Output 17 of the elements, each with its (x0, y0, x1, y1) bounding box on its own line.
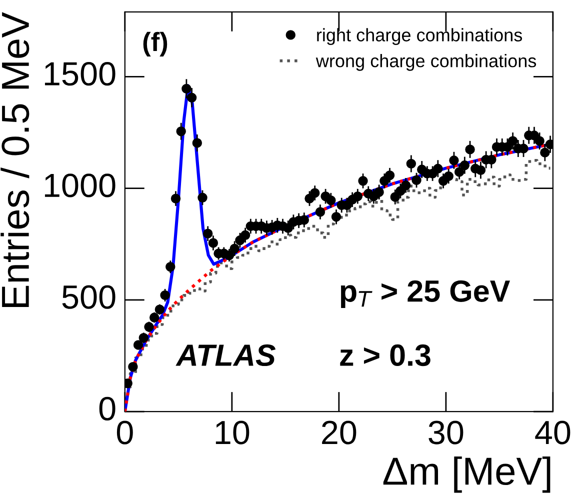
annotation: z > 0.3 (340, 344, 430, 366)
x-tick-label: 10 (216, 420, 250, 444)
x-axis-title: Δm [MeV] (383, 456, 550, 493)
legend-label: wrong charge combinations (316, 54, 536, 71)
x-tick-label: 20 (322, 420, 356, 444)
x-tick-label: 0 (116, 420, 133, 444)
y-tick-label: 0 (99, 396, 116, 420)
legend-label: right charge combinations (317, 28, 522, 46)
annotation: p$_{T}$ > 25 GeV (340, 280, 510, 308)
y-axis-title: Entries / 0.5 MeV (0, 12, 30, 307)
y-tick-label: 500 (62, 285, 116, 309)
annotation: ATLAS (176, 344, 276, 366)
y-tick-label: 1500 (44, 62, 116, 86)
x-tick-label: 40 (535, 420, 570, 444)
y-tick-label: 1000 (44, 174, 116, 198)
annotation: (f) (143, 32, 168, 57)
x-tick-label: 30 (428, 420, 464, 444)
